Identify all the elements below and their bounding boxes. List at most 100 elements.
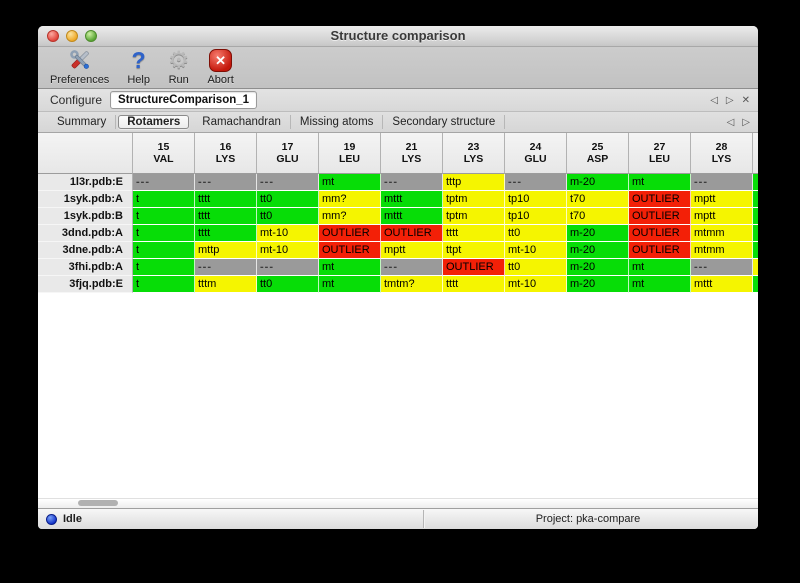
rotamer-cell-clipped[interactable] bbox=[753, 242, 758, 259]
rotamer-cell[interactable]: mt-10 bbox=[505, 276, 567, 293]
rotamer-cell[interactable]: t bbox=[133, 191, 195, 208]
rotamer-cell[interactable]: OUTLIER bbox=[319, 242, 381, 259]
rotamer-cell[interactable]: mttt bbox=[381, 191, 443, 208]
tab-scroll-left-button[interactable]: ◁ bbox=[726, 116, 735, 128]
rotamer-cell[interactable]: tttt bbox=[195, 208, 257, 225]
rotamer-cell[interactable]: mt-10 bbox=[257, 242, 319, 259]
rotamer-cell[interactable]: mptt bbox=[381, 242, 443, 259]
tab-rotamers[interactable]: Rotamers bbox=[118, 115, 190, 129]
rotamer-cell[interactable]: OUTLIER bbox=[381, 225, 443, 242]
row-header[interactable]: 1syk.pdb:A bbox=[38, 191, 133, 208]
run-button[interactable]: ⚙ Run bbox=[168, 48, 190, 86]
rotamer-cell[interactable]: t bbox=[133, 208, 195, 225]
rotamer-cell[interactable]: tptm bbox=[443, 191, 505, 208]
rotamer-cell[interactable]: tttm bbox=[195, 276, 257, 293]
rotamer-cell[interactable]: mttt bbox=[381, 208, 443, 225]
rotamer-cell[interactable]: t bbox=[133, 276, 195, 293]
minimize-window-button[interactable] bbox=[66, 30, 78, 42]
rotamer-cell[interactable]: --- bbox=[381, 259, 443, 276]
rotamer-cell[interactable]: tt0 bbox=[505, 225, 567, 242]
row-header[interactable]: 3dne.pdb:A bbox=[38, 242, 133, 259]
rotamer-cell[interactable]: tttt bbox=[195, 191, 257, 208]
rotamer-cell[interactable]: t70 bbox=[567, 208, 629, 225]
help-button[interactable]: ? Help bbox=[127, 48, 150, 87]
rotamer-cell[interactable]: mttt bbox=[691, 276, 753, 293]
row-header[interactable]: 3fjq.pdb:E bbox=[38, 276, 133, 293]
rotamer-cell[interactable]: --- bbox=[257, 174, 319, 191]
rotamer-cell[interactable]: tmtm? bbox=[381, 276, 443, 293]
rotamer-cell[interactable]: tttt bbox=[195, 225, 257, 242]
rotamer-cell-clipped[interactable] bbox=[753, 174, 758, 191]
rotamer-cell[interactable]: mm? bbox=[319, 208, 381, 225]
rotamer-cell[interactable]: t bbox=[133, 259, 195, 276]
rotamer-cell[interactable]: ttpt bbox=[443, 242, 505, 259]
rotamer-cell[interactable]: tptm bbox=[443, 208, 505, 225]
rotamer-cell[interactable]: tttp bbox=[443, 174, 505, 191]
rotamer-cell[interactable]: tt0 bbox=[257, 191, 319, 208]
scrollbar-thumb[interactable] bbox=[78, 500, 118, 506]
rotamer-cell[interactable]: OUTLIER bbox=[319, 225, 381, 242]
rotamer-cell[interactable]: tttt bbox=[443, 225, 505, 242]
rotamer-cell[interactable]: --- bbox=[691, 259, 753, 276]
rotamer-cell[interactable]: --- bbox=[133, 174, 195, 191]
rotamer-cell[interactable]: OUTLIER bbox=[629, 208, 691, 225]
rotamer-cell[interactable]: --- bbox=[505, 174, 567, 191]
rotamer-cell[interactable]: mt bbox=[629, 276, 691, 293]
rotamer-cell[interactable]: mt bbox=[319, 276, 381, 293]
close-window-button[interactable] bbox=[47, 30, 59, 42]
rotamer-cell[interactable]: --- bbox=[195, 174, 257, 191]
tab-secondary-structure[interactable]: Secondary structure bbox=[383, 115, 506, 129]
rotamer-cell[interactable]: mt bbox=[319, 174, 381, 191]
horizontal-scrollbar[interactable] bbox=[38, 498, 758, 508]
rotamer-cell[interactable]: m-20 bbox=[567, 276, 629, 293]
rotamer-cell-clipped[interactable] bbox=[753, 191, 758, 208]
tab-scroll-right-button[interactable]: ▷ bbox=[742, 116, 750, 128]
rotamer-cell[interactable]: m-20 bbox=[567, 174, 629, 191]
rotamer-cell[interactable]: mt bbox=[629, 174, 691, 191]
rotamer-cell[interactable]: mptt bbox=[691, 208, 753, 225]
rotamer-cell[interactable]: OUTLIER bbox=[443, 259, 505, 276]
rotamer-cell[interactable]: tp10 bbox=[505, 208, 567, 225]
rotamer-cell[interactable]: --- bbox=[691, 174, 753, 191]
rotamer-cell[interactable]: OUTLIER bbox=[629, 242, 691, 259]
tab-summary[interactable]: Summary bbox=[48, 115, 117, 129]
row-header[interactable]: 3fhi.pdb:A bbox=[38, 259, 133, 276]
rotamer-cell-clipped[interactable] bbox=[753, 259, 758, 276]
tab-missing-atoms[interactable]: Missing atoms bbox=[291, 115, 384, 129]
row-header[interactable]: 3dnd.pdb:A bbox=[38, 225, 133, 242]
rotamer-cell[interactable]: OUTLIER bbox=[629, 191, 691, 208]
rotamer-cell[interactable]: --- bbox=[195, 259, 257, 276]
rotamer-cell[interactable]: mtmm bbox=[691, 242, 753, 259]
abort-button[interactable]: ✕ Abort bbox=[207, 48, 234, 86]
rotamer-cell[interactable]: tp10 bbox=[505, 191, 567, 208]
configuration-name-field[interactable]: StructureComparison_1 bbox=[110, 91, 258, 109]
rotamer-cell[interactable]: mttp bbox=[195, 242, 257, 259]
rotamer-cell-clipped[interactable] bbox=[753, 208, 758, 225]
config-next-button[interactable]: ▷ bbox=[725, 94, 734, 106]
rotamer-cell[interactable]: mt bbox=[629, 259, 691, 276]
preferences-button[interactable]: Preferences bbox=[50, 48, 109, 86]
zoom-window-button[interactable] bbox=[85, 30, 97, 42]
row-header[interactable]: 1l3r.pdb:E bbox=[38, 174, 133, 191]
rotamer-cell[interactable]: t bbox=[133, 225, 195, 242]
rotamer-cell[interactable]: mt-10 bbox=[505, 242, 567, 259]
rotamer-cell[interactable]: mm? bbox=[319, 191, 381, 208]
rotamer-cell[interactable]: m-20 bbox=[567, 225, 629, 242]
config-prev-button[interactable]: ◁ bbox=[710, 94, 718, 106]
rotamer-cell[interactable]: tt0 bbox=[257, 276, 319, 293]
tab-ramachandran[interactable]: Ramachandran bbox=[193, 115, 291, 129]
rotamer-cell[interactable]: --- bbox=[381, 174, 443, 191]
rotamer-cell[interactable]: --- bbox=[257, 259, 319, 276]
rotamer-cell[interactable]: tt0 bbox=[257, 208, 319, 225]
rotamer-cell[interactable]: mptt bbox=[691, 191, 753, 208]
rotamer-cell-clipped[interactable] bbox=[753, 276, 758, 293]
rotamer-cell[interactable]: t bbox=[133, 242, 195, 259]
rotamer-cell[interactable]: tt0 bbox=[505, 259, 567, 276]
config-close-button[interactable]: ✕ bbox=[741, 94, 750, 106]
rotamer-cell[interactable]: mt-10 bbox=[257, 225, 319, 242]
row-header[interactable]: 1syk.pdb:B bbox=[38, 208, 133, 225]
rotamer-cell[interactable]: m-20 bbox=[567, 242, 629, 259]
rotamer-cell[interactable]: tttt bbox=[443, 276, 505, 293]
rotamer-cell[interactable]: m-20 bbox=[567, 259, 629, 276]
rotamer-cell-clipped[interactable] bbox=[753, 225, 758, 242]
